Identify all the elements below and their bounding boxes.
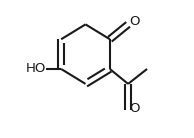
Text: HO: HO [26, 63, 46, 75]
Text: O: O [129, 15, 140, 28]
Text: O: O [129, 102, 140, 115]
